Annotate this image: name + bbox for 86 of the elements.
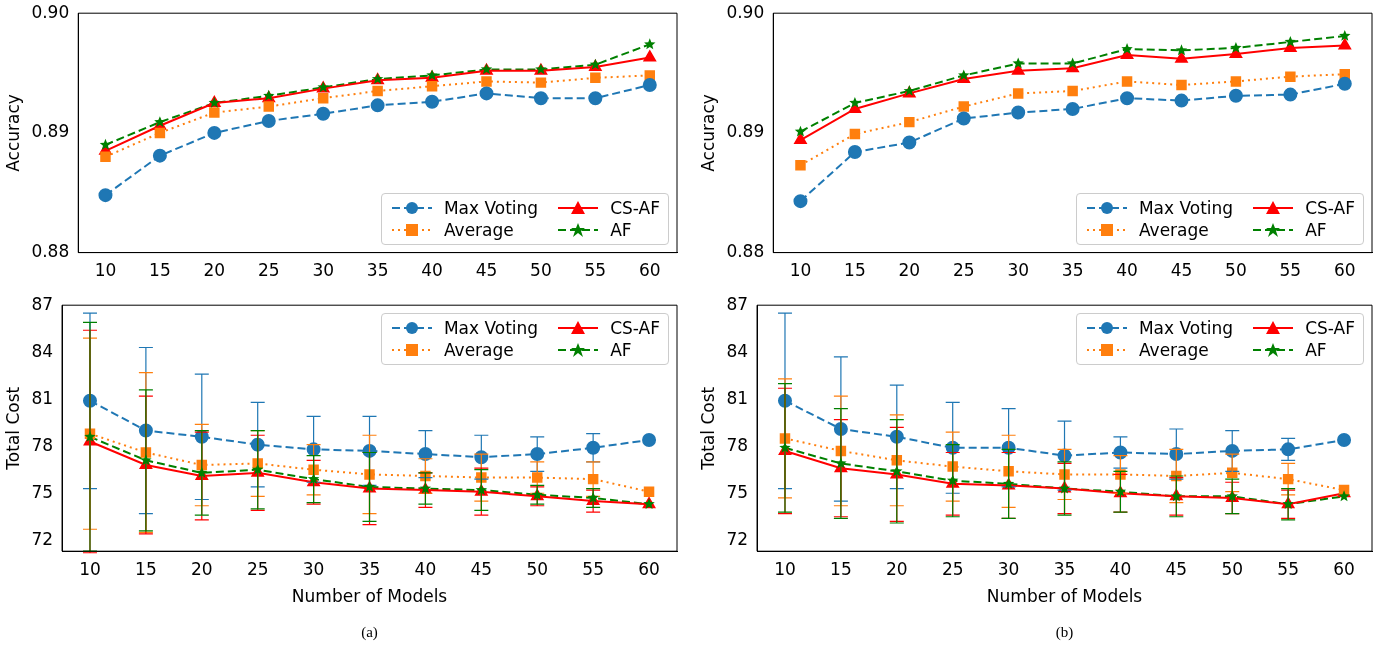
y-tick-label: 81 bbox=[31, 387, 54, 408]
x-tick-label: 25 bbox=[941, 558, 964, 579]
x-tick-label: 25 bbox=[257, 260, 280, 281]
x-tick-label: 35 bbox=[366, 260, 389, 281]
legend-label: Average bbox=[443, 340, 514, 361]
y-tick-label: 72 bbox=[31, 528, 54, 549]
y-axis-title: Accuracy bbox=[697, 94, 718, 172]
x-tick-label: 60 bbox=[638, 558, 660, 579]
legend-label: AF bbox=[610, 219, 632, 240]
y-tick-label: 0.90 bbox=[726, 1, 765, 22]
x-tick-label: 10 bbox=[789, 260, 812, 281]
legend-label: AF bbox=[1305, 340, 1327, 361]
legend-label: Max Voting bbox=[1138, 318, 1234, 339]
legend-label: Max Voting bbox=[1138, 197, 1234, 218]
y-tick-label: 78 bbox=[31, 434, 54, 455]
y-tick-label: 81 bbox=[726, 387, 749, 408]
legend-label: Max Voting bbox=[443, 197, 539, 218]
y-tick-label: 0.89 bbox=[31, 121, 70, 142]
x-tick-label: 45 bbox=[475, 260, 498, 281]
legend-label: CS-AF bbox=[1305, 318, 1355, 339]
x-tick-label: 15 bbox=[149, 260, 171, 281]
x-tick-label: 40 bbox=[1109, 558, 1132, 579]
x-tick-label: 40 bbox=[414, 558, 437, 579]
x-tick-label: 60 bbox=[1333, 558, 1355, 579]
x-tick-label: 40 bbox=[1116, 260, 1138, 281]
y-tick-label: 78 bbox=[726, 434, 749, 455]
x-tick-label: 35 bbox=[358, 558, 381, 579]
x-tick-label: 20 bbox=[885, 558, 908, 579]
y-tick-label: 0.90 bbox=[31, 1, 70, 22]
x-tick-label: 10 bbox=[79, 558, 101, 579]
x-tick-label: 55 bbox=[1279, 260, 1302, 281]
x-tick-label: 20 bbox=[898, 260, 921, 281]
y-tick-label: 0.88 bbox=[31, 241, 70, 262]
x-axis-title: Number of Models bbox=[986, 586, 1143, 607]
text: (a) bbox=[360, 624, 379, 641]
legend-label: Average bbox=[1138, 340, 1209, 361]
x-tick-label: 45 bbox=[1170, 260, 1193, 281]
legend-label: Average bbox=[443, 219, 514, 240]
y-tick-label: 87 bbox=[726, 293, 749, 314]
x-tick-label: 20 bbox=[203, 260, 226, 281]
y-tick-label: 75 bbox=[31, 481, 54, 502]
y-axis-title: Total Cost bbox=[697, 386, 718, 471]
x-tick-label: 50 bbox=[1225, 260, 1247, 281]
x-tick-label: 35 bbox=[1061, 260, 1084, 281]
x-tick-label: 25 bbox=[952, 260, 975, 281]
x-tick-label: 45 bbox=[470, 558, 493, 579]
y-axis-title: Total Cost bbox=[2, 386, 23, 471]
x-tick-label: 10 bbox=[94, 260, 117, 281]
x-tick-label: 30 bbox=[997, 558, 1020, 579]
text: (b) bbox=[1054, 624, 1075, 641]
legend-label: CS-AF bbox=[1305, 197, 1355, 218]
x-tick-label: 60 bbox=[638, 260, 661, 281]
legend-label: Max Voting bbox=[443, 318, 539, 339]
y-tick-label: 75 bbox=[726, 481, 749, 502]
legend-label: CS-AF bbox=[610, 197, 660, 218]
x-tick-label: 35 bbox=[1053, 558, 1076, 579]
legend-label: AF bbox=[1305, 219, 1327, 240]
legend-label: Average bbox=[1138, 219, 1209, 240]
legend-label: CS-AF bbox=[610, 318, 660, 339]
x-tick-label: 15 bbox=[844, 260, 866, 281]
y-tick-label: 0.89 bbox=[726, 121, 765, 142]
x-tick-label: 30 bbox=[1007, 260, 1030, 281]
y-tick-label: 84 bbox=[31, 340, 54, 361]
x-tick-label: 25 bbox=[246, 558, 269, 579]
x-tick-label: 55 bbox=[582, 558, 604, 579]
x-tick-label: 60 bbox=[1333, 260, 1356, 281]
x-tick-label: 20 bbox=[190, 558, 213, 579]
x-tick-label: 30 bbox=[302, 558, 325, 579]
y-tick-label: 87 bbox=[31, 293, 54, 314]
x-tick-label: 45 bbox=[1165, 558, 1188, 579]
y-tick-label: 84 bbox=[726, 340, 749, 361]
x-tick-label: 55 bbox=[1277, 558, 1299, 579]
x-tick-label: 15 bbox=[135, 558, 157, 579]
x-tick-label: 50 bbox=[1221, 558, 1244, 579]
x-tick-label: 50 bbox=[530, 260, 552, 281]
y-tick-label: 72 bbox=[726, 528, 749, 549]
y-axis-title: Accuracy bbox=[2, 94, 23, 172]
x-tick-label: 50 bbox=[526, 558, 549, 579]
legend-label: AF bbox=[610, 340, 632, 361]
x-tick-label: 30 bbox=[312, 260, 335, 281]
x-tick-label: 15 bbox=[830, 558, 852, 579]
x-tick-label: 10 bbox=[774, 558, 796, 579]
y-tick-label: 0.88 bbox=[726, 241, 765, 262]
x-tick-label: 55 bbox=[584, 260, 607, 281]
x-axis-title: Number of Models bbox=[291, 586, 448, 607]
x-tick-label: 40 bbox=[421, 260, 443, 281]
